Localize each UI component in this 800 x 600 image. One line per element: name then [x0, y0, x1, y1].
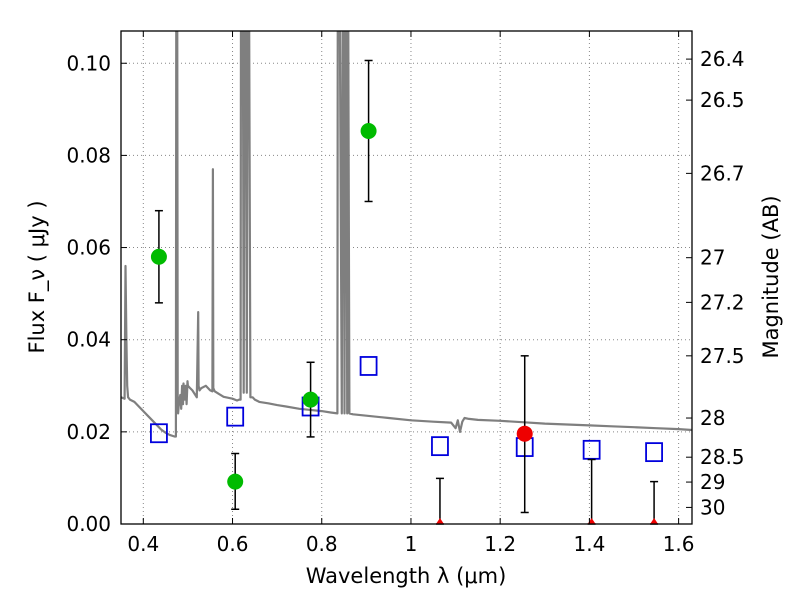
x-tick-label: 0.6	[217, 532, 249, 556]
right-tick-label: 26.7	[700, 161, 745, 185]
x-tick-label: 1.2	[484, 532, 516, 556]
y-tick-label: 0.10	[66, 51, 111, 75]
model-flux-square	[226, 406, 245, 427]
model-spectrum-line	[121, 31, 692, 438]
model-spectrum-layer	[121, 31, 692, 438]
y-tick-label: 0.08	[66, 143, 111, 167]
right-tick-label: 27	[700, 246, 725, 270]
right-tick-label: 30	[700, 495, 725, 519]
nir-upper-limit-point	[435, 518, 444, 524]
detection-point	[227, 473, 244, 490]
x-tick-label: 1.4	[573, 532, 605, 556]
right-tick-label: 26.4	[700, 47, 745, 71]
model-flux-square	[645, 442, 663, 463]
right-axis-label: Magnitude (AB)	[759, 195, 783, 358]
y-tick-label: 0.04	[66, 328, 111, 352]
detection-point	[302, 391, 319, 408]
axis-ticks: 0.4 0.6 0.8 1 1.2 1.4 1.6 0.00 0.02 0.04 0.06 0.08 0…	[66, 31, 745, 556]
x-tick-label: 0.4	[127, 532, 159, 556]
plot-background	[121, 31, 692, 524]
detection-point	[150, 248, 167, 265]
x-tick-label: 0.8	[306, 532, 338, 556]
y-tick-label: 0.02	[66, 420, 111, 444]
model-flux-square	[150, 423, 168, 444]
detection-point	[360, 122, 377, 139]
data-points-layer	[150, 59, 663, 525]
model-flux-square	[431, 436, 449, 457]
y-axis-label: Flux F_ν ( μJy )	[25, 200, 50, 353]
x-axis-label: Wavelength λ (μm)	[306, 564, 507, 588]
plot-frame	[120, 30, 693, 525]
y-tick-label: 0.00	[66, 512, 111, 536]
x-tick-label: 1.6	[663, 532, 695, 556]
nir-point	[516, 425, 533, 442]
y-tick-label: 0.06	[66, 236, 111, 260]
nir-upper-limit-point	[650, 518, 659, 524]
x-tick-label: 1	[405, 532, 418, 556]
right-tick-label: 28	[700, 406, 725, 430]
right-tick-label: 26.5	[700, 88, 745, 112]
right-tick-label: 28.5	[700, 445, 745, 469]
right-tick-label: 27.2	[700, 290, 745, 314]
right-tick-label: 27.5	[700, 344, 745, 368]
model-flux-square	[359, 356, 378, 376]
right-tick-label: 29	[700, 470, 725, 494]
